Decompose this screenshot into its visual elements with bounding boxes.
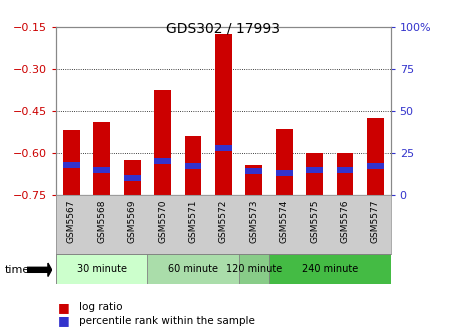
Text: 240 minute: 240 minute bbox=[302, 264, 358, 274]
Bar bbox=[215, 145, 232, 151]
Bar bbox=[337, 167, 353, 173]
Text: GSM5576: GSM5576 bbox=[340, 200, 349, 243]
Text: 60 minute: 60 minute bbox=[168, 264, 218, 274]
Bar bbox=[154, 158, 171, 164]
Bar bbox=[93, 167, 110, 173]
Bar bbox=[306, 153, 323, 195]
Text: ■: ■ bbox=[58, 301, 70, 314]
Text: GSM5568: GSM5568 bbox=[97, 200, 106, 243]
Polygon shape bbox=[27, 263, 52, 277]
Bar bbox=[367, 118, 384, 195]
Text: ■: ■ bbox=[58, 314, 70, 327]
Bar bbox=[63, 130, 79, 195]
Text: log ratio: log ratio bbox=[79, 302, 122, 312]
Text: GSM5573: GSM5573 bbox=[249, 200, 258, 243]
Text: time: time bbox=[4, 265, 30, 276]
Bar bbox=[124, 175, 141, 181]
Bar bbox=[306, 167, 323, 173]
Bar bbox=[269, 254, 391, 284]
Bar bbox=[215, 34, 232, 195]
Bar bbox=[154, 90, 171, 195]
Bar bbox=[367, 163, 384, 169]
Text: GDS302 / 17993: GDS302 / 17993 bbox=[167, 22, 280, 36]
Bar bbox=[147, 254, 238, 284]
Bar bbox=[276, 129, 293, 195]
Bar bbox=[337, 153, 353, 195]
Bar bbox=[246, 168, 262, 174]
Bar bbox=[93, 122, 110, 195]
Bar bbox=[276, 170, 293, 176]
Bar bbox=[124, 160, 141, 195]
Text: 120 minute: 120 minute bbox=[226, 264, 282, 274]
Text: GSM5574: GSM5574 bbox=[280, 200, 289, 243]
Text: GSM5571: GSM5571 bbox=[189, 200, 198, 243]
Text: GSM5570: GSM5570 bbox=[158, 200, 167, 243]
Bar bbox=[246, 166, 262, 195]
Text: 30 minute: 30 minute bbox=[77, 264, 127, 274]
Bar bbox=[185, 136, 201, 195]
Bar bbox=[185, 163, 201, 169]
Text: GSM5577: GSM5577 bbox=[371, 200, 380, 243]
Bar bbox=[238, 254, 269, 284]
Text: GSM5569: GSM5569 bbox=[128, 200, 136, 243]
Text: GSM5575: GSM5575 bbox=[310, 200, 319, 243]
Text: percentile rank within the sample: percentile rank within the sample bbox=[79, 316, 255, 326]
Text: GSM5567: GSM5567 bbox=[67, 200, 76, 243]
Text: GSM5572: GSM5572 bbox=[219, 200, 228, 243]
Bar bbox=[56, 254, 147, 284]
Bar bbox=[63, 162, 79, 168]
